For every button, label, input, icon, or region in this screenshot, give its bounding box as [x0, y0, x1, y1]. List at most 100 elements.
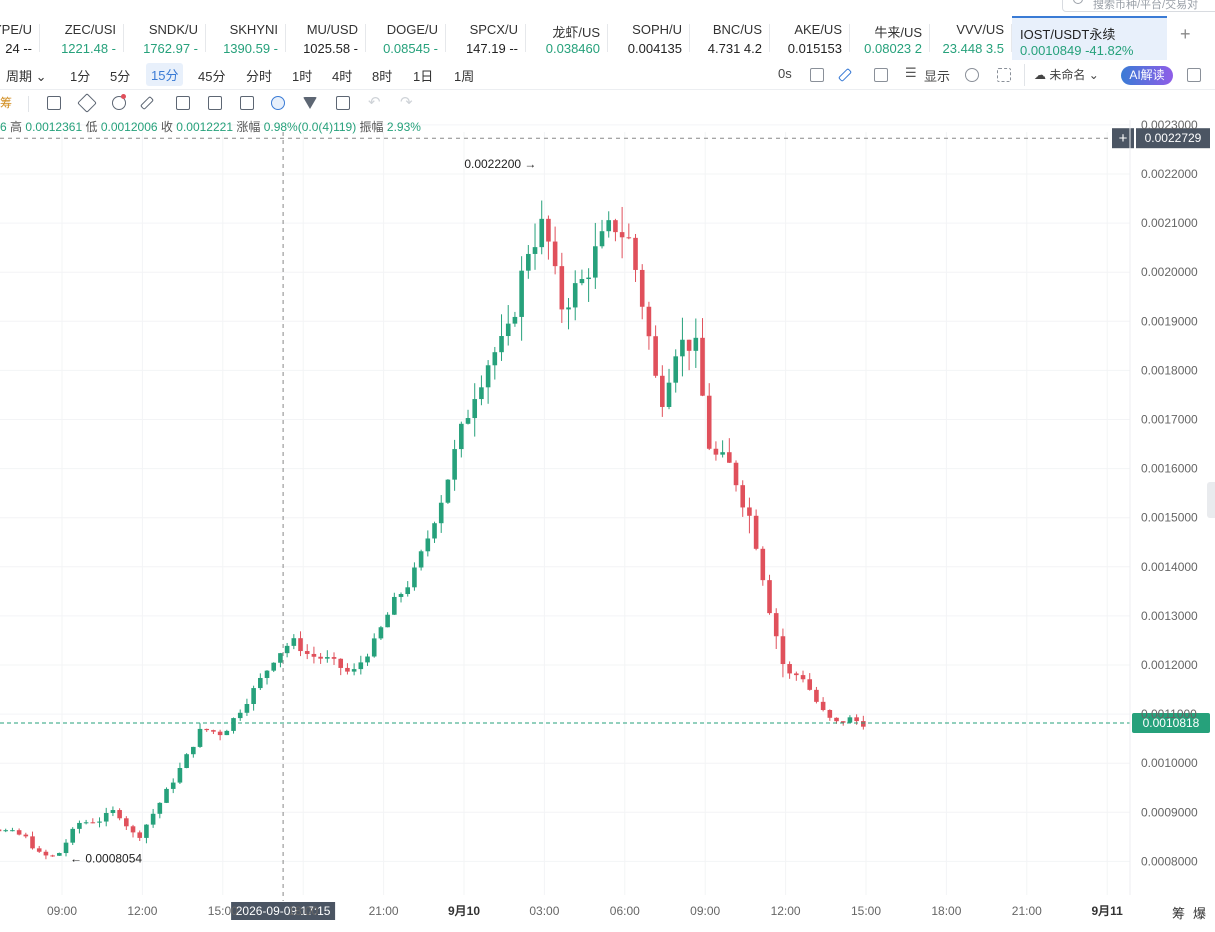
- ticker-tab[interactable]: MU/USD 1025.58 -: [286, 16, 366, 60]
- liquidation-button[interactable]: 爆: [1193, 906, 1207, 921]
- candle-body: [184, 754, 189, 769]
- fullscreen-icon[interactable]: [997, 68, 1011, 82]
- candle-body: [358, 662, 364, 670]
- candle-body: [566, 307, 571, 310]
- candle-body: [325, 657, 330, 659]
- ticker-tab[interactable]: BNC/US 4.731 4.2: [690, 16, 770, 60]
- candle-body: [633, 237, 638, 270]
- timeframe-2[interactable]: 15分: [146, 63, 184, 86]
- candle-body: [673, 356, 679, 383]
- ticker-tab[interactable]: 龙虾/US 0.038460: [526, 16, 608, 60]
- timeframe-3[interactable]: 45分: [198, 69, 226, 84]
- chip-distribution-button[interactable]: 筹: [1172, 906, 1186, 921]
- ticker-tab[interactable]: SKHYNI 1390.59 -: [206, 16, 286, 60]
- ticker-tab-active[interactable]: IOST/USDT永续 0.0010849 -41.82%: [1012, 16, 1167, 60]
- ai-interpret-button[interactable]: AI解读: [1121, 66, 1173, 85]
- candle-body: [351, 669, 357, 672]
- timeframe-1[interactable]: 5分: [110, 69, 131, 84]
- magnet-icon[interactable]: [271, 96, 285, 110]
- candles: [0, 200, 866, 860]
- candle-body: [559, 266, 565, 310]
- ticker-price: 1221.48 -: [61, 41, 116, 56]
- ticker-tab[interactable]: 牛来/US 0.08023 2: [850, 16, 930, 60]
- candle-body: [459, 423, 464, 450]
- ticker-tab[interactable]: ZEC/USI 1221.48 -: [40, 16, 124, 60]
- candle-body: [820, 701, 826, 711]
- trash-icon[interactable]: [336, 96, 350, 110]
- candle-body: [586, 277, 591, 280]
- ticker-name: IOST/USDT永续: [1020, 27, 1116, 42]
- camera-icon[interactable]: [810, 68, 824, 82]
- candle-body: [613, 220, 618, 233]
- period-menu[interactable]: 周期 ⌄: [6, 66, 47, 85]
- undo-icon[interactable]: ↶: [368, 94, 381, 111]
- x-tick-label: 18:00: [931, 904, 961, 918]
- filter-icon[interactable]: [303, 97, 317, 109]
- candle-body: [445, 479, 451, 503]
- candle-body: [713, 448, 719, 455]
- export-icon[interactable]: [1187, 68, 1201, 82]
- ticker-tab[interactable]: AKE/US 0.015153: [770, 16, 850, 60]
- candle-body: [861, 721, 866, 727]
- timeframe-7[interactable]: 8时: [372, 69, 393, 84]
- candle-body: [552, 241, 558, 267]
- side-panel-handle[interactable]: [1207, 482, 1215, 518]
- candle-body: [197, 728, 203, 747]
- candle-body: [36, 848, 42, 852]
- candle-body: [472, 399, 478, 419]
- list-icon[interactable]: ☰: [905, 65, 917, 80]
- change-label: 涨幅: [236, 120, 261, 134]
- timeframe-0[interactable]: 1分: [70, 69, 91, 84]
- ticker-price: 1762.97 -: [143, 41, 198, 56]
- search-input[interactable]: 搜索币种/平台/交易对: [1062, 0, 1215, 12]
- candle-body: [378, 627, 384, 639]
- ticker-tab[interactable]: VVV/US 23.448 3.5: [930, 16, 1012, 60]
- layout-menu[interactable]: ☁ 未命名 ⌄: [1034, 66, 1099, 83]
- crosshair-time-label: 2026-09-09 17:15: [236, 904, 331, 918]
- ticker-tab[interactable]: SPCX/U 147.19 --: [446, 16, 526, 60]
- ticker-name: SOPH/U: [632, 22, 682, 37]
- chip-button[interactable]: 筹: [0, 96, 13, 110]
- candle-body: [304, 651, 310, 654]
- candle-body: [318, 656, 323, 659]
- gear-icon[interactable]: [965, 68, 979, 82]
- timeframe-5[interactable]: 1时: [292, 69, 313, 84]
- candle-body: [385, 614, 390, 628]
- timeframe-9[interactable]: 1周: [454, 69, 475, 84]
- share-box-icon[interactable]: [874, 68, 888, 82]
- candle-body: [258, 677, 263, 689]
- y-tick-label: 0.0018000: [1141, 363, 1198, 377]
- add-tab-button[interactable]: +: [1180, 24, 1191, 44]
- template-icon[interactable]: [240, 96, 254, 110]
- x-axis: 09:00 12:00 15:00 18:00 21:00 9月10 03:00 06:00 0…: [47, 904, 1123, 918]
- notification-dot: [121, 94, 126, 99]
- x-tick-label: 15:00: [851, 904, 881, 918]
- candle-body: [63, 842, 69, 854]
- ticker-tab[interactable]: SNDK/U 1762.97 -: [124, 16, 206, 60]
- crosshair-price-tag: [1136, 128, 1210, 149]
- zoom-in-icon[interactable]: [112, 96, 126, 110]
- candle-body: [130, 826, 136, 833]
- display-button[interactable]: 显示: [924, 69, 951, 84]
- lock-icon[interactable]: [208, 96, 222, 110]
- ticker-tab[interactable]: YPE/U 24 --: [0, 16, 40, 60]
- x-tick-label: 09:00: [47, 904, 77, 918]
- ticker-price: 0.038460: [545, 41, 600, 56]
- redo-icon[interactable]: ↷: [400, 94, 413, 111]
- x-tick-label: 03:00: [529, 904, 559, 918]
- candle-body: [680, 339, 685, 357]
- candle-body: [740, 485, 746, 508]
- copy-icon[interactable]: [47, 96, 61, 110]
- candle-body: [840, 721, 846, 723]
- drawing-toolbar: 筹: [0, 90, 1215, 118]
- timeframe-6[interactable]: 4时: [332, 69, 353, 84]
- ticker-name: YPE/U: [0, 22, 32, 37]
- pen-icon[interactable]: [837, 67, 853, 83]
- timeframe-8[interactable]: 1日: [413, 69, 434, 84]
- candle-body: [90, 822, 96, 824]
- ticker-tab[interactable]: SOPH/U 0.004135: [608, 16, 690, 60]
- pattern-icon[interactable]: [176, 96, 190, 110]
- ticker-tab[interactable]: DOGE/U 0.08545 -: [366, 16, 446, 60]
- timeframe-4[interactable]: 分时: [246, 69, 273, 84]
